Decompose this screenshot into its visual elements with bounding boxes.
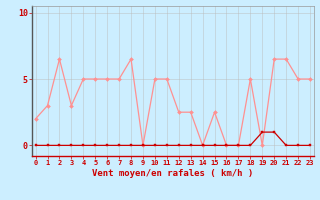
X-axis label: Vent moyen/en rafales ( km/h ): Vent moyen/en rafales ( km/h ) — [92, 169, 253, 178]
